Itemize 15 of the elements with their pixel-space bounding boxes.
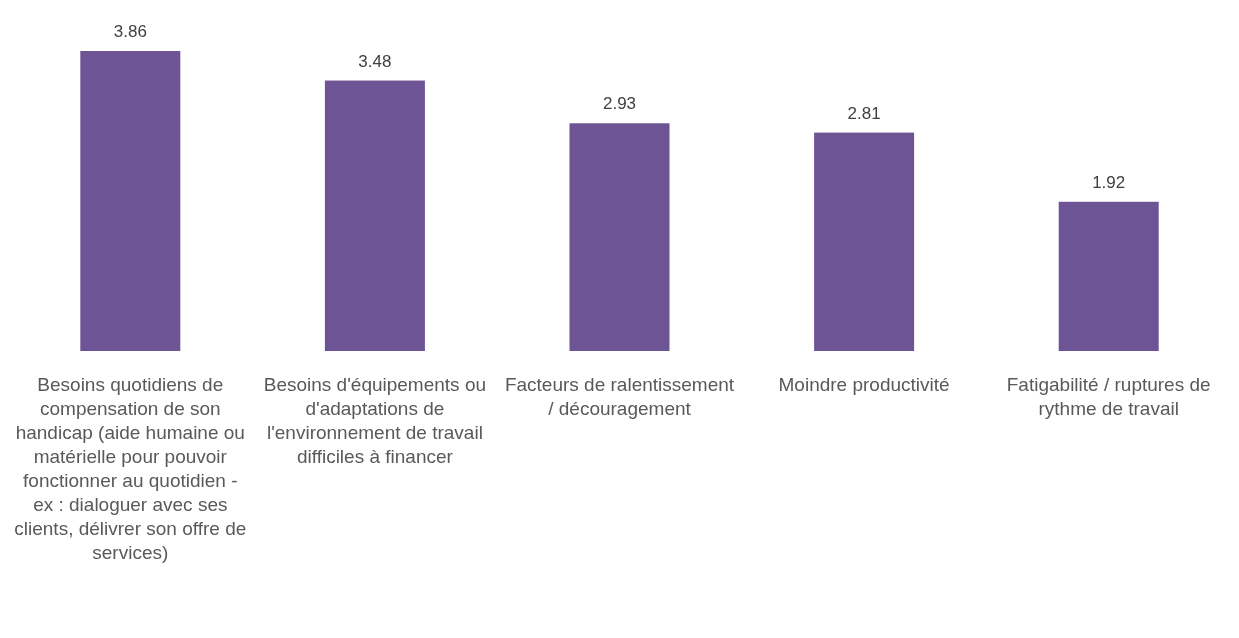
data-label: 1.92	[1092, 172, 1126, 192]
x-tick-label: Moindre productivité	[778, 374, 950, 395]
data-label: 2.81	[847, 103, 881, 123]
x-tick-label: Facteurs de ralentissement / découragement	[504, 374, 735, 419]
x-tick-label: Besoins quotidiens de compensation de son handicap (aide humaine ou matérielle pour pouvoir fonctionner au quotidien - ex : dialoguer avec ses clients, délivrer son offre de services)	[14, 374, 247, 563]
bar	[814, 132, 915, 351]
bar	[324, 80, 425, 351]
data-label: 3.48	[358, 51, 392, 71]
bar	[1058, 201, 1159, 351]
bar	[569, 123, 670, 351]
x-tick-label: Fatigabilité / ruptures de rythme de travail	[1006, 374, 1211, 419]
x-tick-label: Besoins d'équipements ou d'adaptations de l'environnement de travail difficiles à financer	[263, 374, 487, 467]
data-label: 3.86	[113, 22, 147, 41]
data-label: 2.93	[602, 94, 637, 114]
bar	[80, 51, 181, 351]
